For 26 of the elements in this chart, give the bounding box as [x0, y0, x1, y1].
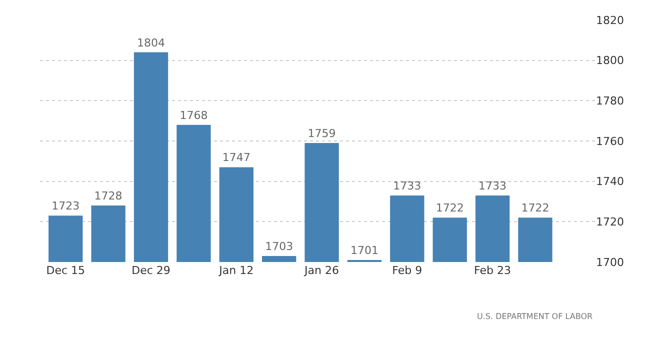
- data-label: 1768: [180, 108, 208, 122]
- data-label: 1703: [265, 240, 294, 253]
- data-label: 1723: [52, 200, 80, 213]
- x-tick-label: Jan 26: [304, 264, 339, 277]
- text: U.S. DEPARTMENT OF LABOR: [477, 312, 593, 321]
- data-label: 1722: [521, 202, 550, 215]
- data-label: 1701: [350, 244, 378, 257]
- x-tick-label: Feb 9: [392, 264, 422, 277]
- y-tick-label: 1820: [596, 14, 624, 27]
- x-tick-label: Feb 23: [474, 264, 512, 277]
- y-tick-label: 1760: [596, 134, 624, 148]
- data-label: 1733: [393, 179, 422, 192]
- y-tick-label: 1780: [596, 94, 624, 108]
- x-tick-label: Jan 12: [218, 264, 254, 277]
- data-label: 1804: [137, 36, 165, 50]
- y-tick-label: 1800: [596, 54, 624, 68]
- data-label: 1759: [308, 127, 336, 140]
- data-label: 1722: [436, 202, 464, 215]
- data-label: 1728: [94, 190, 122, 203]
- x-tick-label: Dec 15: [46, 264, 86, 277]
- y-tick-label: 1700: [596, 256, 624, 269]
- data-label: 1747: [222, 151, 250, 164]
- y-tick-label: 1720: [596, 216, 624, 229]
- x-tick-label: Dec 29: [132, 264, 170, 277]
- data-label: 1733: [478, 179, 507, 192]
- y-tick-label: 1740: [596, 175, 624, 188]
